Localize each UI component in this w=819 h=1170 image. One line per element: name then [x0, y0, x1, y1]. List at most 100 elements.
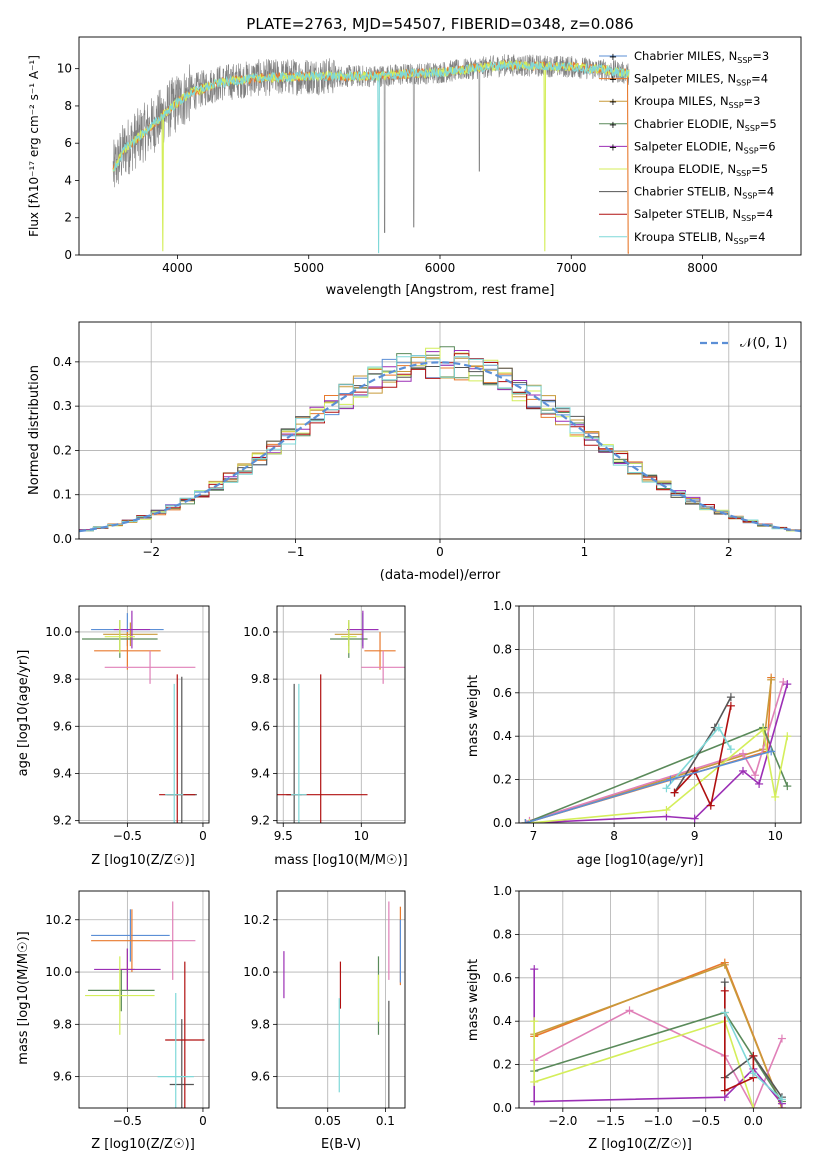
legend-entry-sub: SSP: [742, 192, 757, 201]
legend-entry: Chabrier MILES, NSSP=3: [634, 49, 769, 65]
residual-plot: [79, 346, 801, 533]
x-tick-label: 0: [436, 545, 444, 559]
mass-vs-EBV-axes: 0.05 0.1 9.6 9.8 10.0 10.2: [243, 890, 406, 1128]
y-tick-label: 9.8: [53, 672, 72, 686]
figure-title: PLATE=2763, MJD=54507, FIBERID=0348, z=0…: [246, 15, 633, 33]
y-tick-label: 9.6: [53, 1070, 72, 1084]
x-tick-label: −0.5: [113, 1114, 142, 1128]
y-tick-label: 0.6: [493, 971, 512, 985]
y-tick-label: 0.8: [493, 927, 512, 941]
y-tick-label: 0.2: [53, 443, 72, 457]
y-tick-label: 0.4: [53, 355, 72, 369]
x-tick-label: 1: [581, 545, 589, 559]
residual-histogram: [79, 355, 801, 532]
x-tick-label: −2.0: [548, 1114, 577, 1128]
spectrum-axes: 4000 5000 6000 7000 8000 0 2 4 6 8 10 + Chabrier MIL…: [57, 36, 802, 275]
x-tick-label: −2: [142, 545, 160, 559]
y-tick-label: 9.8: [53, 1017, 72, 1031]
age-vs-Z-axes: −0.5 0 9.2 9.4 9.6 9.8 10.0: [45, 605, 210, 843]
x-tick-label: 0.1: [376, 1114, 395, 1128]
legend-entry-name: Kroupa STELIB, N: [634, 230, 734, 244]
mass-vs-EBV-points: [283, 901, 401, 1108]
residuals-ylabel: Normed distribution: [27, 365, 42, 495]
legend-entry: Salpeter STELIB, NSSP=4: [634, 207, 773, 223]
legend-entry: Chabrier ELODIE, NSSP=5: [634, 117, 777, 133]
x-tick-label: 8000: [687, 261, 718, 275]
x-tick-label: 7: [530, 829, 538, 843]
age-vs-mass-points: [277, 610, 405, 823]
y-tick-label: 9.6: [251, 1070, 270, 1084]
y-tick-label: 0.2: [493, 773, 512, 787]
legend-entry-name: Kroupa ELODIE, N: [634, 162, 736, 176]
mw-age-ylabel: mass weight: [466, 675, 481, 757]
y-tick-label: 10.2: [243, 913, 270, 927]
observed-spectrum: [112, 54, 630, 233]
legend-entry-sub: SSP: [736, 79, 751, 88]
axes-frame: [78, 605, 210, 824]
y-tick-label: 0.6: [493, 686, 512, 700]
x-tick-label: −1.5: [596, 1114, 625, 1128]
mass-weight-line: [724, 990, 755, 1092]
legend-entry-sub: SSP: [745, 124, 760, 133]
legend-entry-val: =4: [751, 72, 768, 86]
mass-weight-line: [525, 677, 772, 823]
mass-weight-vs-Z-lines: [530, 958, 786, 1108]
y-tick-label: 10.0: [243, 965, 270, 979]
y-tick-label: 0.3: [53, 399, 72, 413]
x-tick-label: 0: [199, 1114, 207, 1128]
legend-marker: +: [609, 75, 617, 86]
x-tick-label: −1.0: [644, 1114, 673, 1128]
axes-frame: [78, 890, 210, 1109]
y-tick-label: 0.0: [493, 816, 512, 830]
y-tick-label: 10.2: [45, 913, 72, 927]
legend-entry-sub: SSP: [737, 56, 752, 65]
x-tick-label: 4000: [162, 261, 193, 275]
legend-entry: Kroupa STELIB, NSSP=4: [634, 230, 765, 246]
legend-entry-sub: SSP: [734, 237, 749, 246]
legend-entry-sub: SSP: [741, 214, 756, 223]
age-z-ylabel: age [log10(age/yr)]: [16, 650, 31, 777]
legend-entry-name: Chabrier MILES, N: [634, 49, 737, 63]
spectrum-legend: + Chabrier MILES, NSSP=3+ Salpeter MILES, …: [599, 49, 777, 246]
x-tick-label: 8: [610, 829, 618, 843]
x-tick-label: 5000: [293, 261, 324, 275]
legend-entry-val: =4: [757, 185, 774, 199]
legend-entry-name: Salpeter ELODIE, N: [634, 139, 744, 153]
legend-entry-name: Kroupa MILES, N: [634, 94, 729, 108]
y-tick-label: 10.0: [45, 625, 72, 639]
y-tick-label: 0.4: [493, 729, 512, 743]
legend-entry-name: Chabrier STELIB, N: [634, 185, 742, 199]
legend-entry-val: =6: [759, 139, 776, 153]
x-tick-label: 0: [199, 829, 207, 843]
mass-z-ylabel: mass [log10(M/M☉)]: [16, 931, 31, 1064]
y-tick-label: 9.2: [53, 814, 72, 828]
axes-frame: [518, 890, 802, 1109]
x-tick-label: −1: [287, 545, 305, 559]
y-tick-label: 9.4: [251, 766, 270, 780]
x-tick-label: 2: [725, 545, 733, 559]
legend-entry-sub: SSP: [729, 101, 744, 110]
x-tick-label: 0.0: [744, 1114, 763, 1128]
legend-entry: Salpeter MILES, NSSP=4: [634, 72, 768, 88]
mass-weight-line: [529, 681, 785, 822]
mass-vs-Z-points: [85, 901, 205, 1108]
mass-weight-vs-Z-axes: −2.0 −1.5 −1.0 −0.5 0.0 0.0 0.2 0.4 0.6 0.8 1.0: [493, 884, 802, 1128]
y-tick-label: 9.4: [53, 766, 72, 780]
x-tick-label: 9: [691, 829, 699, 843]
legend-entry: Kroupa ELODIE, NSSP=5: [634, 162, 768, 178]
residuals-xlabel: (data-model)/error: [380, 568, 501, 583]
axes-frame: [78, 36, 802, 256]
legend-entry-val: =4: [756, 207, 773, 221]
spectrum-plot: [112, 54, 630, 254]
axes-frame: [78, 321, 802, 540]
x-tick-label: 9.5: [274, 829, 293, 843]
legend-entry-val: =3: [744, 94, 761, 108]
legend-entry-name: Salpeter MILES, N: [634, 72, 736, 86]
legend-entry-name: Salpeter STELIB, N: [634, 207, 741, 221]
y-tick-label: 9.8: [251, 1017, 270, 1031]
legend-entry-sub: SSP: [744, 146, 759, 155]
y-tick-label: 6: [64, 136, 72, 150]
y-tick-label: 0.8: [493, 642, 512, 656]
mw-z-xlabel: Z [log10(Z/Z☉)]: [588, 1137, 692, 1152]
